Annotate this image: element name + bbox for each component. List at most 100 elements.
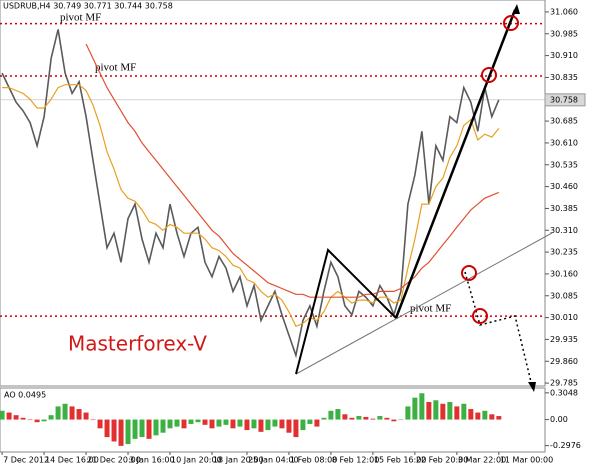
- ao-bar: [223, 419, 229, 425]
- y-tick-label: 31.060: [550, 7, 578, 16]
- ao-bar: [90, 419, 96, 421]
- main-panel: [0, 0, 546, 387]
- ao-bar: [398, 419, 404, 421]
- last-price-box: [544, 93, 586, 107]
- ao-bar: [62, 403, 68, 420]
- y-tick-label: 0.00: [550, 415, 568, 424]
- ao-bar: [440, 403, 446, 420]
- ao-bar: [181, 419, 187, 429]
- ao-bar: [370, 418, 376, 420]
- trend-line: [295, 232, 553, 375]
- last-price-label: 30.758: [550, 95, 578, 104]
- circle-marker: [461, 265, 477, 281]
- ao-bar: [195, 419, 201, 423]
- ao-bar: [405, 406, 411, 420]
- y-tick-label: 30.010: [550, 313, 578, 322]
- ao-bar: [139, 419, 145, 438]
- ao-bar: [279, 419, 285, 429]
- ao-title: AO 0.0495: [4, 391, 46, 400]
- ao-bar: [293, 419, 299, 438]
- ao-bar: [363, 416, 369, 420]
- ao-bar: [237, 419, 243, 427]
- y-tick-label: 30.310: [550, 226, 578, 235]
- ao-bar: [153, 419, 159, 436]
- ao-bar: [433, 400, 439, 420]
- arrow-head: [512, 4, 520, 14]
- ao-bar: [202, 419, 208, 425]
- ao-bar: [146, 419, 152, 439]
- ao-bar: [251, 419, 257, 429]
- y-tick-label: 29.785: [550, 379, 578, 388]
- ao-bar: [461, 403, 467, 420]
- y-tick-label: 30.685: [550, 117, 578, 126]
- y-tick-label: 30.535: [550, 160, 578, 169]
- x-tick-label: 10 Jan 20:00: [171, 456, 222, 465]
- ao-bar: [258, 419, 264, 432]
- x-tick-label: 25 Jan 04:00: [248, 456, 299, 465]
- ao-bar: [167, 419, 173, 429]
- ao-bar: [286, 419, 292, 433]
- y-tick-label: 30.835: [550, 73, 578, 82]
- ao-bar: [391, 419, 397, 422]
- y-tick-label: 0.3048: [550, 388, 578, 397]
- series-line: [2, 84, 500, 328]
- ao-bar: [377, 416, 383, 420]
- ao-bar: [209, 419, 215, 429]
- ao-bar: [160, 419, 166, 433]
- watermark: Masterforex-V: [68, 332, 207, 356]
- ao-bar: [20, 417, 26, 420]
- series-line: [85, 43, 500, 298]
- ao-bar: [482, 410, 488, 420]
- annotation: pivot MF: [410, 303, 451, 315]
- x-tick-label: 11 Mar 00:00: [500, 456, 553, 465]
- y-tick-label: 29.935: [550, 335, 578, 344]
- ao-bar: [174, 419, 180, 427]
- annotation: pivot MF: [60, 12, 101, 24]
- ao-bar: [356, 416, 362, 420]
- arrow-head: [528, 382, 536, 392]
- ao-bar: [307, 419, 313, 424]
- ao-bar: [272, 419, 278, 427]
- y-tick-label: 30.985: [550, 29, 578, 38]
- y-tick-label: 30.610: [550, 138, 578, 147]
- circle-marker: [503, 15, 519, 31]
- ao-bar: [328, 410, 334, 420]
- ao-bar: [27, 419, 33, 421]
- ao-bar: [48, 415, 54, 420]
- x-tick-label: 21 Dec 20:00: [87, 456, 141, 465]
- ao-bar: [419, 393, 425, 420]
- y-tick-label: -0.2976: [550, 441, 581, 450]
- ao-bar: [111, 419, 117, 442]
- x-tick-label: 1 Feb 08:00: [290, 456, 337, 465]
- ao-bar: [468, 409, 474, 420]
- zigzag: [295, 248, 397, 375]
- ao-bar: [349, 417, 355, 420]
- annotation: pivot MF: [95, 62, 136, 74]
- ao-bar: [426, 402, 432, 420]
- ao-bar: [321, 417, 327, 420]
- ao-bar: [55, 406, 61, 420]
- x-tick-label: 3 Mar 22:00: [458, 456, 506, 465]
- y-tick-label: 30.085: [550, 291, 578, 300]
- y-tick-label: 30.235: [550, 248, 578, 257]
- trend-arrow: [394, 9, 517, 319]
- y-tick-label: 30.910: [550, 51, 578, 60]
- ao-bar: [447, 402, 453, 420]
- y-tick-label: 30.460: [550, 182, 578, 191]
- y-tick-label: 30.160: [550, 269, 578, 278]
- ao-bar: [97, 419, 103, 429]
- plot-layer: 31.060 30.985 30.910 30.835 30.685 30.610 30.5…: [0, 7, 586, 465]
- x-tick-label: 3 Jan 16:00: [129, 456, 175, 465]
- x-tick-label: 15 Feb 16:00: [374, 456, 426, 465]
- x-tick-label: 22 Feb 20:00: [416, 456, 468, 465]
- ao-bar: [314, 419, 320, 427]
- series-line: [1, 29, 500, 359]
- ao-bar: [244, 419, 250, 431]
- ao-bar: [34, 419, 40, 423]
- ao-bar: [118, 419, 124, 446]
- ao-bar: [83, 412, 89, 420]
- ao-bar: [342, 414, 348, 420]
- ao-bar: [104, 419, 110, 438]
- ao-bar: [216, 419, 222, 427]
